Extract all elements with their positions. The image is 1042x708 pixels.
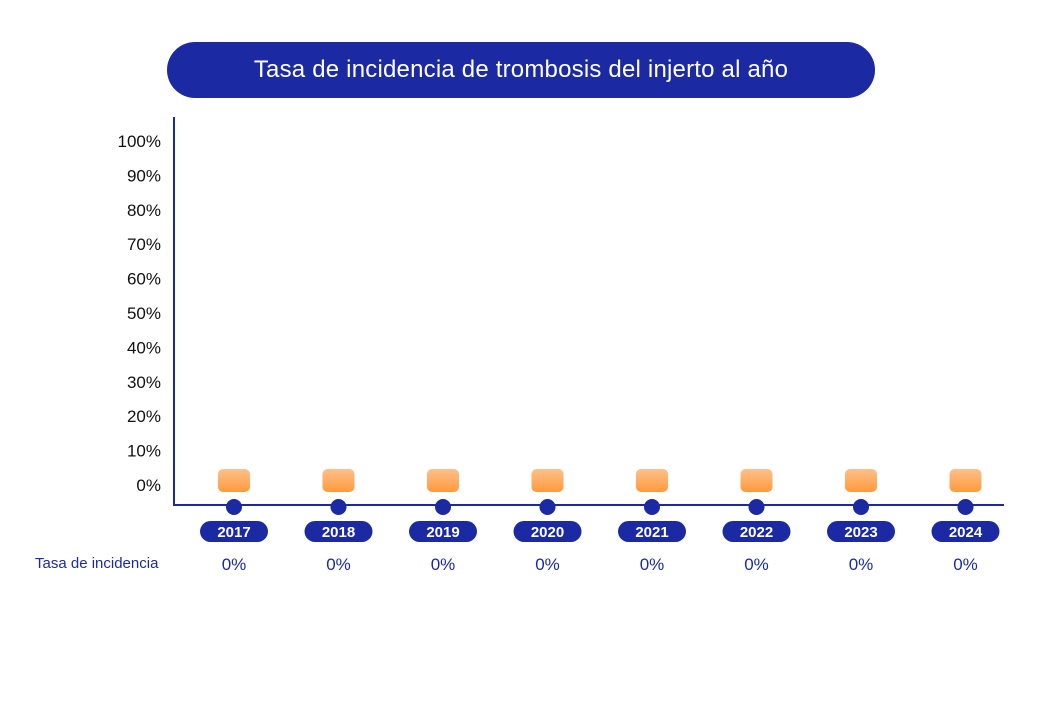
data-label: 0%: [953, 555, 978, 574]
x-axis-marker: [644, 499, 660, 515]
year-pill: [409, 521, 477, 542]
x-tick-label: 2017: [217, 524, 250, 541]
year-pill: [931, 521, 1000, 542]
x-axis-marker: [330, 499, 347, 515]
chart-title-pill: Tasa de incidencia de trombosis del inje…: [167, 42, 875, 98]
year-pill: [200, 521, 268, 542]
y-tick-label: 30%: [127, 373, 161, 392]
bar: [427, 469, 459, 492]
x-axis-marker: [539, 499, 556, 515]
year-pill: [827, 521, 895, 542]
x-tick-label: 2022: [740, 524, 773, 541]
y-tick-label: 50%: [127, 304, 161, 323]
incidence-row-label: Tasa de incidencia: [35, 555, 159, 572]
bar: [636, 469, 668, 492]
y-tick-label: 10%: [127, 442, 161, 461]
data-label: 0%: [744, 555, 769, 574]
y-tick-label: 90%: [127, 166, 161, 185]
x-axis-marker: [435, 499, 451, 515]
bar: [322, 469, 355, 492]
x-tick-label: 2024: [949, 524, 983, 541]
y-tick-label: 80%: [127, 201, 161, 220]
data-label: 0%: [431, 555, 456, 574]
bar: [949, 469, 982, 492]
y-tick-label: 20%: [127, 407, 161, 426]
chart-title: Tasa de incidencia de trombosis del inje…: [253, 56, 789, 83]
y-tick-label: 40%: [127, 338, 161, 357]
data-label: 0%: [326, 555, 351, 574]
year-pill: [618, 521, 686, 542]
x-tick-label: 2021: [635, 524, 668, 541]
x-axis-marker: [748, 499, 765, 515]
year-pill: [513, 521, 582, 542]
bar: [740, 469, 773, 492]
y-tick-label: 60%: [127, 270, 161, 289]
y-tick-label: 70%: [127, 235, 161, 254]
data-label: 0%: [640, 555, 665, 574]
x-tick-label: 2019: [426, 524, 459, 541]
year-pill: [722, 521, 791, 542]
x-tick-label: 2020: [531, 524, 564, 541]
y-tick-label: 0%: [136, 476, 161, 495]
x-axis-marker: [226, 499, 242, 515]
year-pill: [304, 521, 373, 542]
bar: [845, 469, 877, 492]
x-axis-marker: [853, 499, 869, 515]
data-label: 0%: [849, 555, 874, 574]
y-tick-label: 100%: [118, 132, 161, 151]
x-tick-label: 2023: [844, 524, 877, 541]
data-label: 0%: [535, 555, 560, 574]
bar: [531, 469, 564, 492]
x-axis-marker: [957, 499, 974, 515]
x-tick-label: 2018: [322, 524, 355, 541]
data-label: 0%: [222, 555, 247, 574]
bar: [218, 469, 250, 492]
